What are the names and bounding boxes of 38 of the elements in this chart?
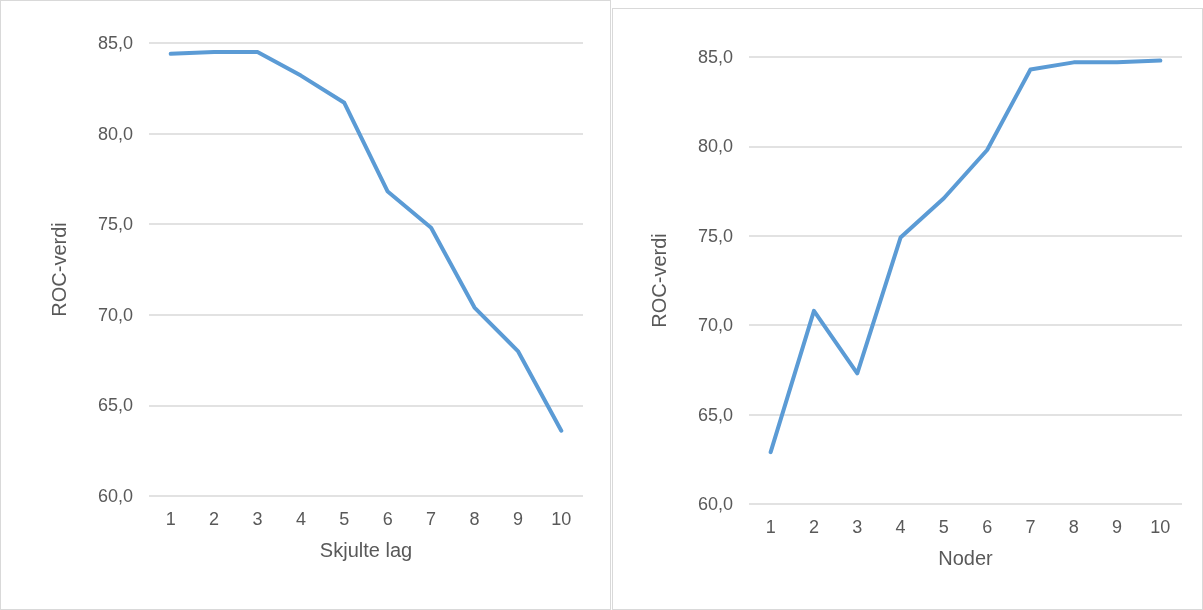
y-tick-label: 65,0 — [97, 395, 133, 416]
x-tick-label: 10 — [551, 509, 572, 529]
y-tick-label: 60,0 — [97, 486, 133, 506]
x-tick-label: 6 — [382, 509, 393, 529]
x-tick-label: 9 — [1112, 517, 1123, 537]
line-series — [768, 58, 1163, 455]
x-tick-label: 6 — [982, 517, 993, 537]
x-tick-label: 10 — [1150, 517, 1171, 537]
y-axis-title: ROC-verdi — [648, 233, 670, 328]
y-tick-label: 75,0 — [697, 225, 733, 246]
x-tick-label: 4 — [895, 517, 906, 537]
x-tick-label: 2 — [808, 517, 819, 537]
line-series — [168, 50, 564, 433]
x-tick-label: 8 — [469, 509, 480, 529]
x-tick-label: 3 — [252, 509, 263, 529]
x-tick-label: 5 — [938, 517, 949, 537]
y-tick-label: 85,0 — [97, 33, 133, 53]
x-tick-label: 7 — [1025, 517, 1036, 537]
y-axis-title: ROC-verdi — [48, 222, 70, 317]
x-tick-label: 2 — [209, 509, 220, 529]
x-axis-title: Noder — [938, 547, 994, 569]
x-tick-label: 8 — [1068, 517, 1079, 537]
x-axis-title: Skjulte lag — [319, 539, 413, 561]
y-tick-label: 70,0 — [97, 304, 133, 325]
x-tick-label: 5 — [339, 509, 350, 529]
y-tick-label: 60,0 — [697, 494, 733, 514]
y-tick-label: 75,0 — [97, 214, 133, 235]
y-tick-label: 70,0 — [697, 315, 733, 336]
y-tick-label: 80,0 — [697, 136, 733, 157]
y-tick-label: 85,0 — [697, 47, 733, 67]
x-tick-label: 1 — [765, 517, 776, 537]
y-tick-label: 80,0 — [97, 123, 133, 144]
x-tick-label: 7 — [426, 509, 437, 529]
y-tick-label: 65,0 — [697, 404, 733, 425]
x-tick-label: 4 — [295, 509, 306, 529]
x-tick-label: 1 — [165, 509, 176, 529]
x-tick-label: 3 — [852, 517, 863, 537]
x-tick-label: 9 — [512, 509, 523, 529]
